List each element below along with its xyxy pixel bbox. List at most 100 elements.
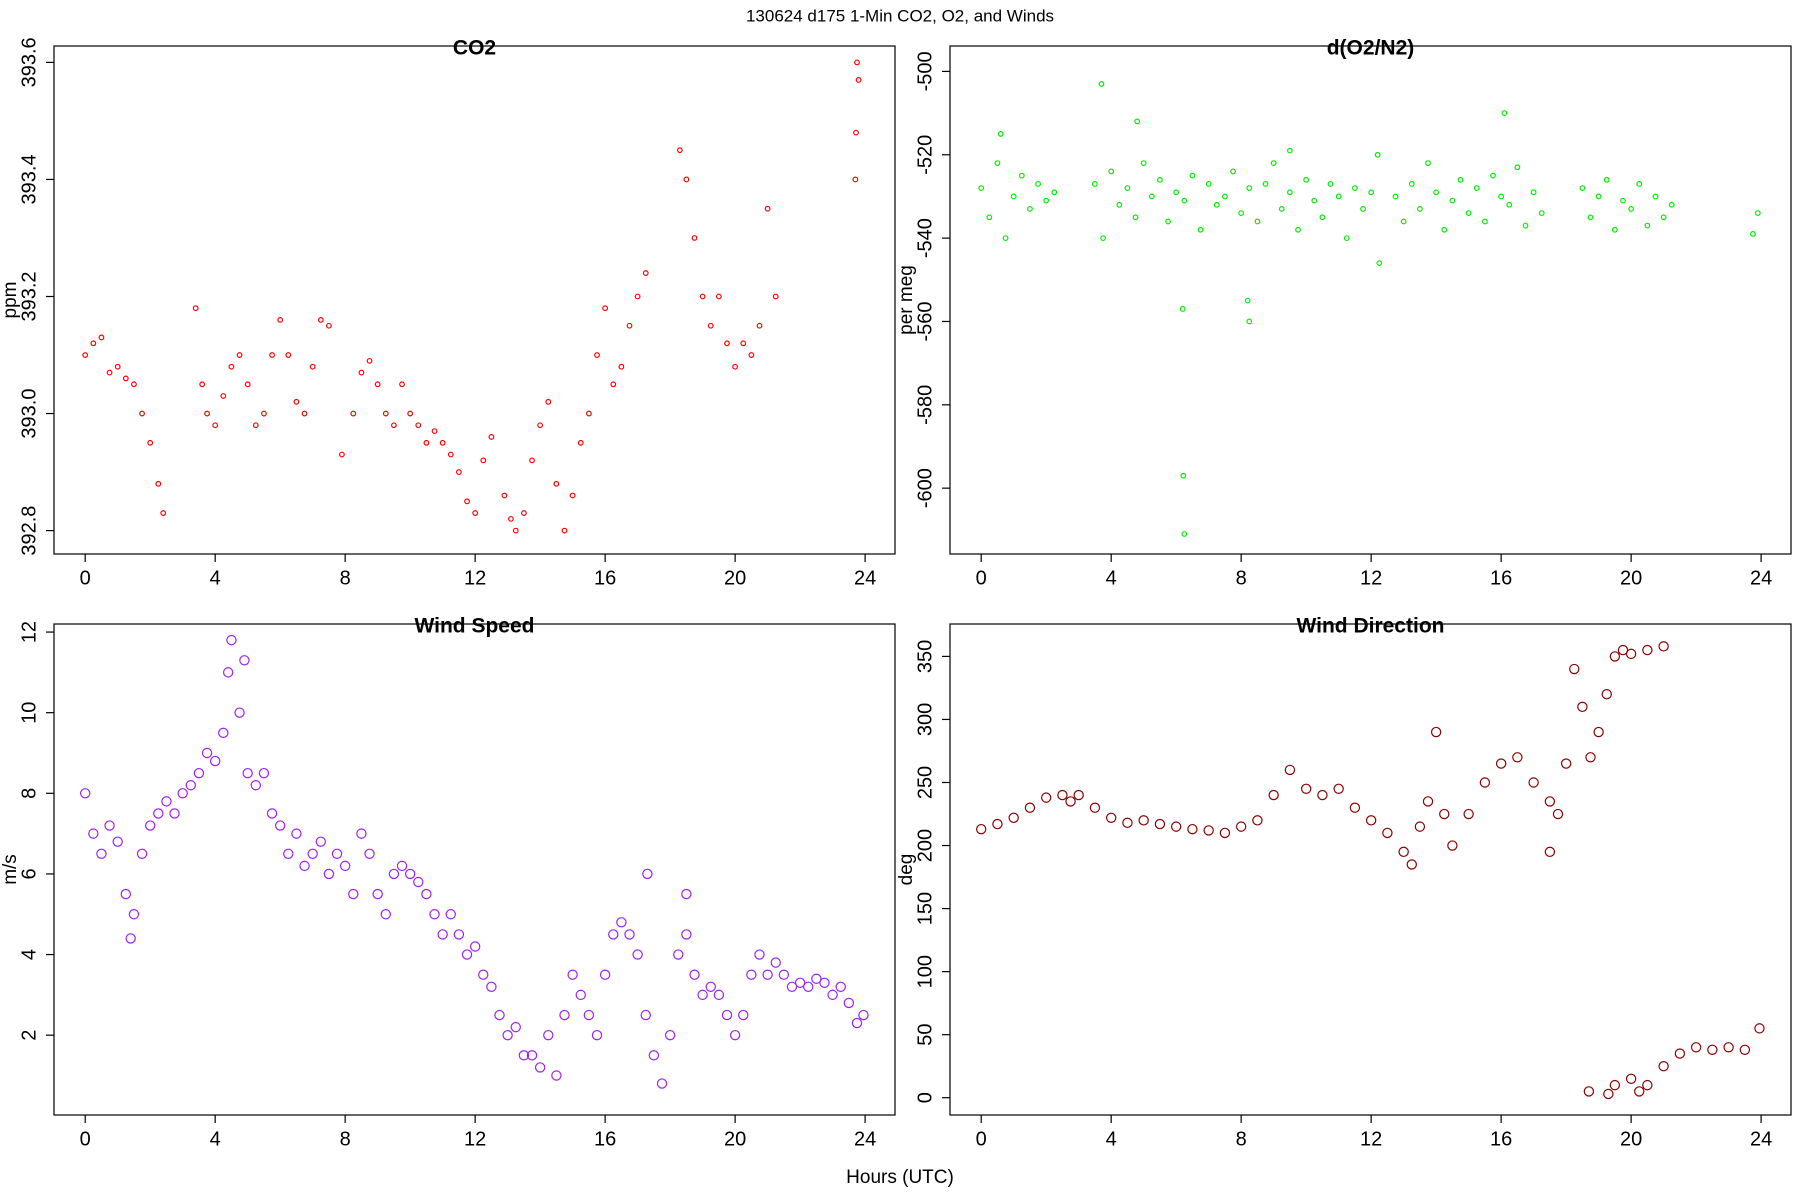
data-point [577,439,584,446]
data-point [1552,808,1564,820]
data-point [1295,226,1301,233]
data-point [1506,201,1513,208]
data-point [1577,701,1588,713]
data-point [1707,1044,1718,1056]
data-point [851,1017,863,1029]
data-point [561,527,568,534]
data-point [512,527,519,534]
x-tick-label: 0 [976,1128,987,1150]
x-tick-label: 20 [1620,1128,1642,1150]
data-point [413,876,424,888]
figure-title: 130624 d175 1-Min CO2, O2, and Winds [746,6,1054,25]
data-point [1439,808,1450,820]
data-point [1642,644,1653,656]
panel-title: Wind Speed [415,615,535,638]
data-point [209,755,221,767]
data-point [1244,297,1251,304]
data-point [1660,214,1667,221]
data-point [1317,789,1328,801]
data-point [404,868,416,880]
y-axis-label: m/s [0,854,21,885]
data-point [447,451,454,458]
data-point [423,439,430,446]
y-tick-label: 393.6 [18,37,40,87]
data-point [372,888,383,900]
data-point [323,868,335,880]
data-point [819,977,830,988]
x-tick-label: 0 [80,1128,91,1150]
data-point [1628,206,1635,212]
data-point [480,457,487,464]
data-point [626,322,633,329]
x-tick-label: 16 [1490,567,1512,589]
y-axis-label: ppm [0,282,21,319]
data-point [699,293,706,300]
data-point [1430,726,1442,738]
data-point [456,469,462,475]
data-point [1382,827,1393,839]
x-tick-label: 24 [854,567,876,589]
data-point [529,457,535,464]
plot-frame [53,45,896,555]
data-point [366,357,373,364]
data-point [1040,792,1052,803]
data-point [770,957,781,968]
data-point [1349,802,1361,813]
data-point [681,888,692,900]
data-point [786,981,798,993]
data-point [1465,210,1472,217]
data-point [382,410,389,417]
y-tick-label: 8 [18,788,40,799]
x-tick-label: 24 [1750,1128,1772,1150]
data-point [82,352,89,358]
data-point [1400,218,1407,225]
data-point [374,381,381,388]
data-point [1311,197,1318,204]
data-point [415,422,422,429]
data-point [772,293,779,300]
data-point [192,305,199,312]
data-point [599,969,611,980]
y-tick-label: 6 [18,868,40,879]
y-tick-label: 392.8 [18,506,40,556]
data-point [1213,201,1220,208]
data-point [510,1021,521,1033]
data-point [1668,201,1675,208]
data-point [1569,663,1580,675]
data-point [1522,222,1529,229]
data-point [507,515,514,522]
data-point [88,828,99,839]
data-point [274,820,286,831]
data-point [1246,318,1253,325]
data-point [437,929,448,940]
y-axis-label: per meg [896,265,917,335]
data-point [1187,823,1198,835]
data-point [1018,172,1025,179]
x-axis-label: Hours (UTC) [846,1167,954,1188]
data-point [676,147,683,154]
data-point [317,316,324,323]
data-point [1408,181,1415,187]
data-point [226,634,237,646]
x-tick-label: 12 [1360,1128,1382,1150]
data-point [1043,197,1050,204]
data-point [139,410,145,417]
data-point [835,981,846,993]
x-tick-label: 8 [340,567,351,589]
data-point [707,322,714,329]
data-point [803,981,814,993]
data-point [642,868,653,880]
x-tick-label: 4 [210,567,221,589]
data-point [1205,181,1212,187]
data-point [1278,206,1285,212]
y-tick-label: 10 [18,702,40,724]
data-point [551,1070,562,1081]
x-tick-label: 12 [464,567,486,589]
data-point [762,969,773,980]
data-point [1008,812,1019,824]
data-point [153,808,164,819]
data-point [358,369,365,376]
data-point [1406,859,1417,870]
